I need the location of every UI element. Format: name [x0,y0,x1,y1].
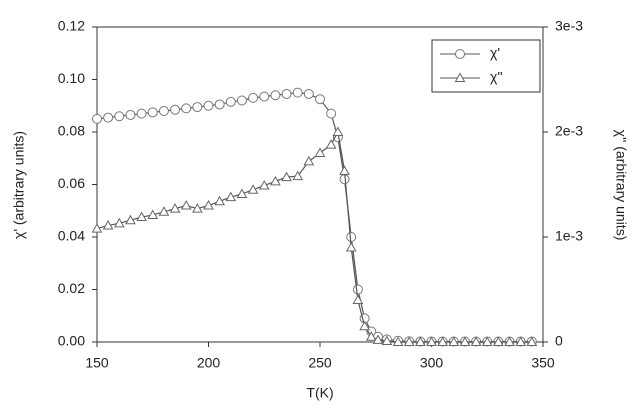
data-point [403,336,415,346]
series-line [96,92,532,343]
data-point [102,219,114,230]
data-point [314,147,326,157]
legend-marker [455,49,465,59]
data-point [170,104,181,115]
data-point [114,111,125,122]
data-point [92,113,102,124]
data-point [147,107,158,118]
data-point [258,180,270,190]
data-point [345,241,357,252]
y-tick-label: 0.02 [58,280,85,296]
y2-axis-title: χ'' (arbitrary units) [613,130,629,241]
data-point [303,88,314,99]
legend-box [431,39,541,93]
data-point [326,108,337,119]
data-point [339,165,350,175]
data-point [191,203,203,213]
data-point [414,336,426,346]
data-point [303,155,315,166]
data-point [136,211,147,222]
y-tick-label: 0.08 [58,123,85,139]
y-tick-label: 0.04 [58,228,85,244]
x-tick-label: 200 [197,355,221,371]
data-point [346,232,357,242]
data-point [481,336,493,346]
y-tick-label: 0.12 [58,18,85,34]
data-point [315,94,325,105]
data-point [470,336,482,346]
data-point [325,139,337,149]
y-tick-label: 0.06 [58,175,85,191]
data-point [214,195,226,206]
data-point [103,112,114,123]
data-point [459,336,471,346]
data-point [225,191,237,202]
data-point [158,206,170,216]
data-point [125,214,136,225]
data-point [493,336,504,346]
data-point [437,336,449,346]
data-point [526,336,538,346]
legend-label: χ' [490,45,500,61]
y2-tick-label: 1e-3 [555,228,583,244]
x-tick-label: 300 [420,355,444,371]
data-point [448,336,460,346]
data-point [292,170,304,181]
data-point [236,95,247,106]
data-point [352,284,363,295]
x-tick-label: 250 [308,355,332,371]
data-point [270,175,281,186]
data-point [352,294,364,304]
data-point [125,109,136,120]
series-line [96,130,532,343]
x-tick-label: 150 [85,355,109,371]
y2-tick-label: 2e-3 [555,123,583,139]
data-point [359,320,370,331]
data-point [225,96,236,107]
data-point [181,103,192,114]
data-point [365,331,377,341]
data-point [332,126,344,136]
legend-marker [454,72,466,82]
data-point [247,184,259,194]
data-point [426,336,437,346]
data-point [259,91,270,102]
data-point [203,199,214,210]
data-point [372,334,384,344]
data-point [180,199,192,210]
data-point [192,102,203,113]
x-tick-label: 350 [531,355,555,371]
y-tick-label: 0.00 [58,333,85,349]
data-point [392,336,404,346]
data-point [281,171,292,182]
data-point [91,223,103,233]
y-axis-title: χ' (arbitrary units) [11,131,27,239]
data-point [136,108,147,119]
data-point [203,100,214,111]
data-point [158,106,169,116]
x-axis-title: T(K) [306,385,333,401]
data-point [214,99,225,110]
data-point [281,88,292,99]
data-point [381,335,393,345]
data-point [504,336,515,346]
y2-tick-label: 0 [555,333,563,349]
data-point [292,87,303,98]
data-point [515,336,527,346]
y-tick-label: 0.10 [58,70,85,86]
data-point [113,217,125,228]
data-point [248,92,259,103]
data-point [147,209,159,219]
data-point [236,188,248,198]
legend-label: χ'' [490,69,503,85]
y2-tick-label: 3e-3 [555,18,583,34]
data-point [169,203,181,213]
data-point [270,90,281,101]
